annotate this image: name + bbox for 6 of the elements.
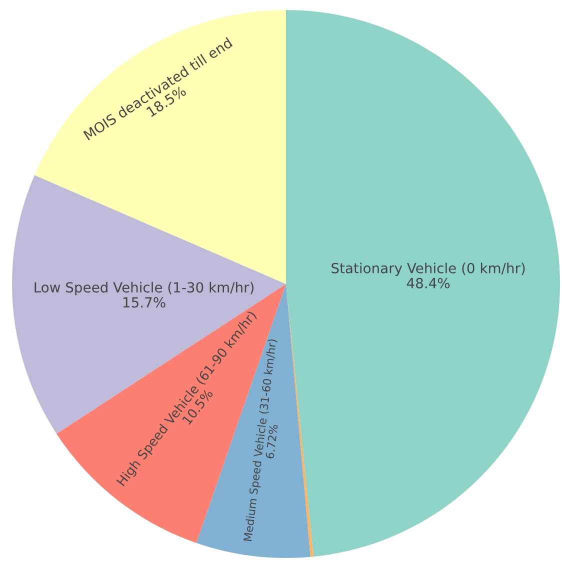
data-label: 15.7%	[123, 297, 166, 308]
slice-label: Low Speed Vehicle (1-30 km/hr)	[34, 282, 254, 296]
slice-label: Stationary Vehicle (0 km/hr)	[332, 262, 525, 276]
data-label: 6.72%	[266, 424, 278, 459]
pie-slice	[286, 10, 560, 557]
data-label: 48.4%	[406, 278, 450, 288]
